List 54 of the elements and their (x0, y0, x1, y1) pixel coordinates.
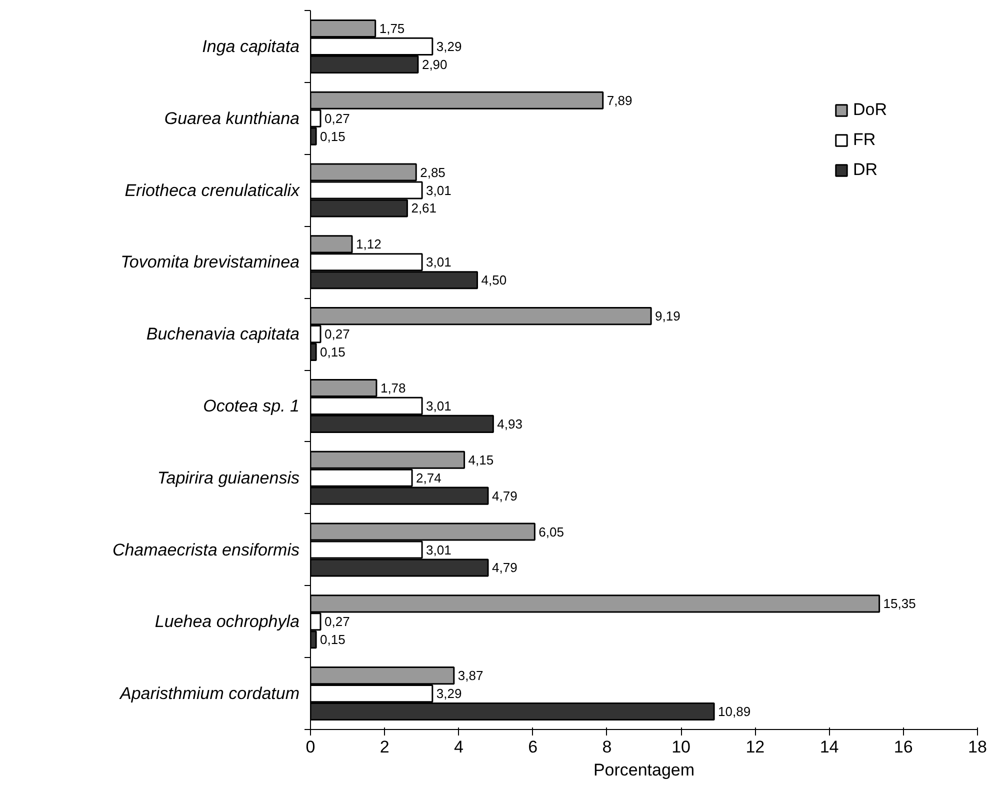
y-tick-label: Eriotheca crenulaticalix (124, 180, 300, 200)
data-label: 3,29 (436, 686, 462, 702)
y-tick-label: Aparisthmium cordatum (118, 684, 300, 704)
y-tick-label: Ocotea sp. 1 (203, 396, 300, 416)
data-label: 9,19 (655, 308, 680, 324)
data-label: 4,50 (481, 272, 507, 288)
y-tick-label: Buchenavia capitata (146, 324, 300, 344)
data-label: 0,27 (324, 326, 350, 342)
x-tick-label: 0 (306, 738, 316, 756)
y-tick-label: Tapirira guianensis (157, 468, 300, 488)
data-label: 2,85 (420, 164, 446, 180)
x-tick-label: 2 (380, 738, 390, 756)
x-tick-label: 18 (968, 738, 987, 756)
x-tick-label: 4 (454, 738, 464, 756)
y-tick-label: Guarea kunthiana (164, 108, 300, 128)
legend-label: DR (852, 160, 878, 180)
data-label: 3,29 (436, 38, 462, 54)
x-tick-label: 6 (528, 738, 538, 756)
data-label: 4,79 (492, 488, 518, 504)
x-tick-label: 8 (602, 738, 612, 756)
x-tick-label: 12 (746, 738, 765, 756)
data-label: 0,15 (320, 632, 346, 648)
y-tick-label: Inga capitata (202, 36, 300, 56)
data-label: 0,27 (324, 614, 350, 630)
legend-label: FR (852, 130, 876, 150)
data-label: 3,01 (426, 182, 452, 198)
x-tick-label: 10 (672, 738, 691, 756)
data-label: 15,35 (883, 596, 916, 612)
data-label: 10,89 (718, 704, 751, 720)
data-label: 2,61 (411, 200, 437, 216)
data-label: 3,87 (458, 668, 484, 684)
data-label: 1,78 (380, 380, 406, 396)
data-label: 3,01 (426, 398, 452, 414)
data-label: 0,15 (320, 128, 346, 144)
data-label: 2,74 (416, 470, 442, 486)
data-label: 4,79 (492, 560, 518, 576)
data-label: 1,75 (379, 20, 405, 36)
data-label: 3,01 (426, 254, 452, 270)
data-label: 6,05 (538, 524, 564, 540)
x-tick-label: 16 (894, 738, 913, 756)
x-axis-title: Porcentagem (593, 760, 695, 780)
data-label: 0,15 (320, 344, 346, 360)
data-label: 1,12 (356, 236, 382, 252)
data-label: 2,90 (422, 56, 448, 72)
data-label: 4,93 (497, 416, 522, 432)
legend-label: DoR (852, 100, 887, 120)
data-label: 0,27 (324, 110, 350, 126)
y-tick-label: Tovomita brevistaminea (120, 252, 300, 272)
x-tick-label: 14 (820, 738, 839, 756)
data-label: 4,15 (468, 452, 494, 468)
data-label: 7,89 (606, 92, 632, 108)
y-tick-label: Chamaecrista ensiformis (112, 540, 300, 560)
data-label: 3,01 (426, 542, 452, 558)
y-tick-label: Luehea ochrophyla (154, 612, 300, 632)
